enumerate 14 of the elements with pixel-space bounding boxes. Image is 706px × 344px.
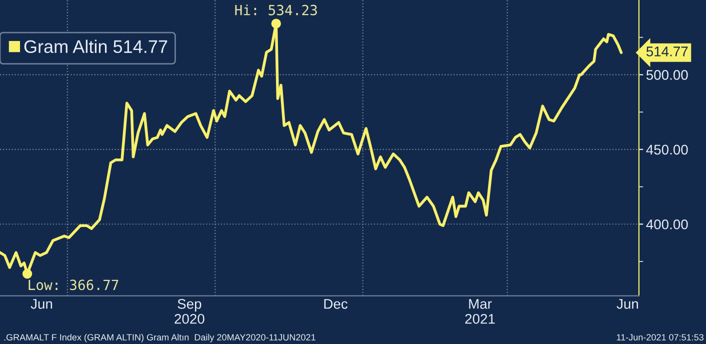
x-tick-label: Mar 2021 [465, 299, 495, 324]
x-tick-label: Jun [616, 299, 638, 309]
legend-label: Gram Altin 514.77 [24, 40, 168, 54]
y-tick-label: 450.00 [646, 144, 688, 155]
text: .GRAMALT F Index (GRAM ALTIN) Gram Altın Daily 20MAY2020-11JUN2021 [4, 334, 316, 342]
x-tick-label: Jun [30, 299, 52, 309]
x-tick-label: Sep 2020 [174, 298, 204, 324]
text: 11-Jun-2021 07:51:53 [616, 334, 704, 340]
y-tick-label: 500.00 [646, 70, 688, 80]
annotation: Hi: 534.23 [235, 4, 317, 16]
x-tick-label: Dec [324, 299, 348, 309]
annotation: 514.77 [646, 46, 688, 56]
y-tick-label: 400.00 [646, 219, 688, 230]
annotation: Low: 366.77 [28, 280, 118, 290]
